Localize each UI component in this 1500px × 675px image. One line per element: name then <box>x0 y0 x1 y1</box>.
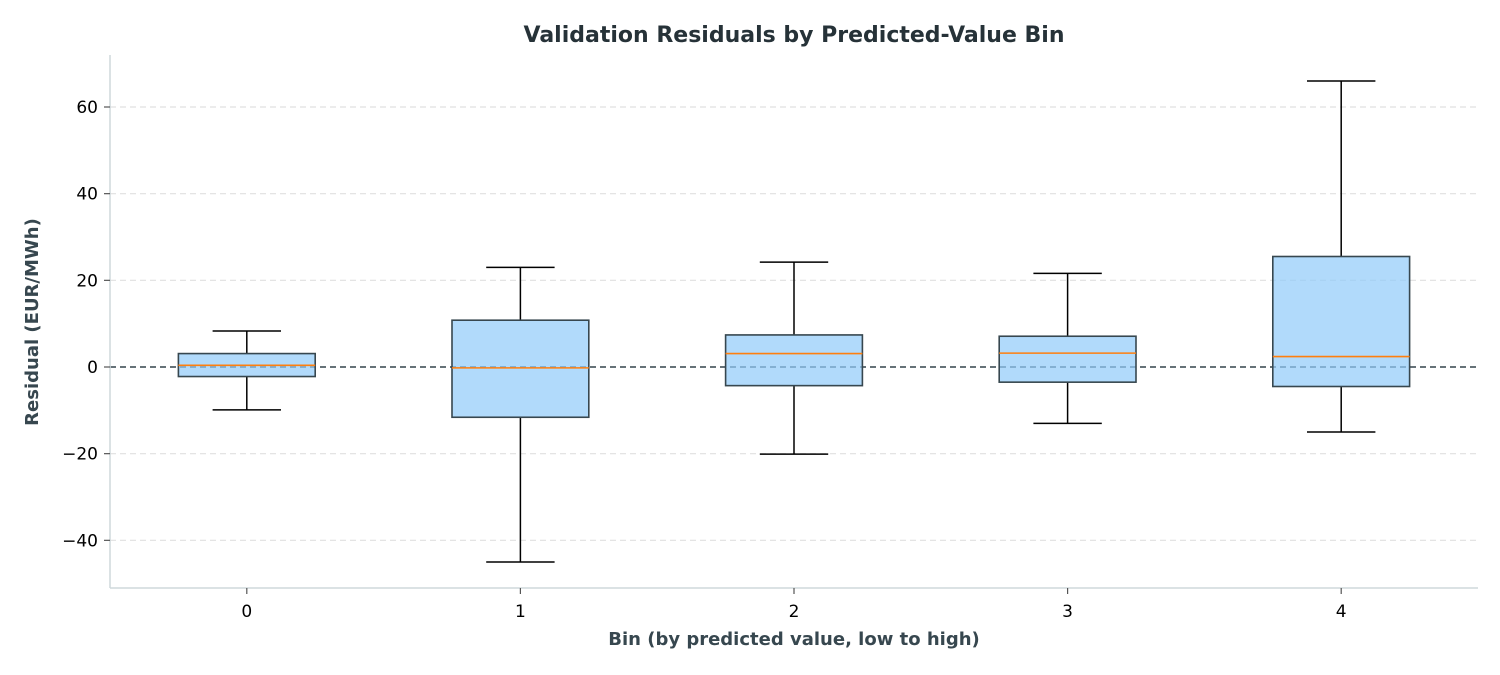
x-tick-label: 1 <box>515 602 526 622</box>
iqr-box <box>451 319 590 419</box>
y-tick-label: 20 <box>76 271 98 291</box>
y-tick-label: 0 <box>87 358 98 378</box>
iqr-box <box>1272 255 1411 388</box>
x-axis-ticks: 0 1 2 3 4 <box>241 588 1347 622</box>
x-axis-label: Bin (by predicted value, low to high) <box>608 629 980 650</box>
x-tick-label: 2 <box>789 602 800 622</box>
x-tick-label: 4 <box>1336 602 1347 622</box>
chart-title: Validation Residuals by Predicted-Value … <box>524 23 1065 48</box>
y-axis-label: Residual (EUR/MWh) <box>22 218 43 426</box>
y-tick-label: 40 <box>76 185 98 205</box>
iqr-box <box>724 334 864 387</box>
box-bin-2 <box>724 261 864 455</box>
y-tick-label: −20 <box>62 445 98 465</box>
iqr-box <box>998 335 1137 383</box>
box-bin-3 <box>998 272 1137 425</box>
box-bin-4 <box>1272 80 1411 433</box>
box-bin-1 <box>451 266 590 563</box>
y-tick-label: −40 <box>62 531 98 551</box>
boxes <box>177 80 1411 563</box>
x-tick-label: 3 <box>1062 602 1073 622</box>
y-tick-label: 60 <box>76 98 98 118</box>
box-bin-0 <box>177 330 316 411</box>
x-tick-label: 0 <box>241 602 252 622</box>
y-axis-ticks: −40 −20 0 20 40 60 <box>62 98 110 551</box>
